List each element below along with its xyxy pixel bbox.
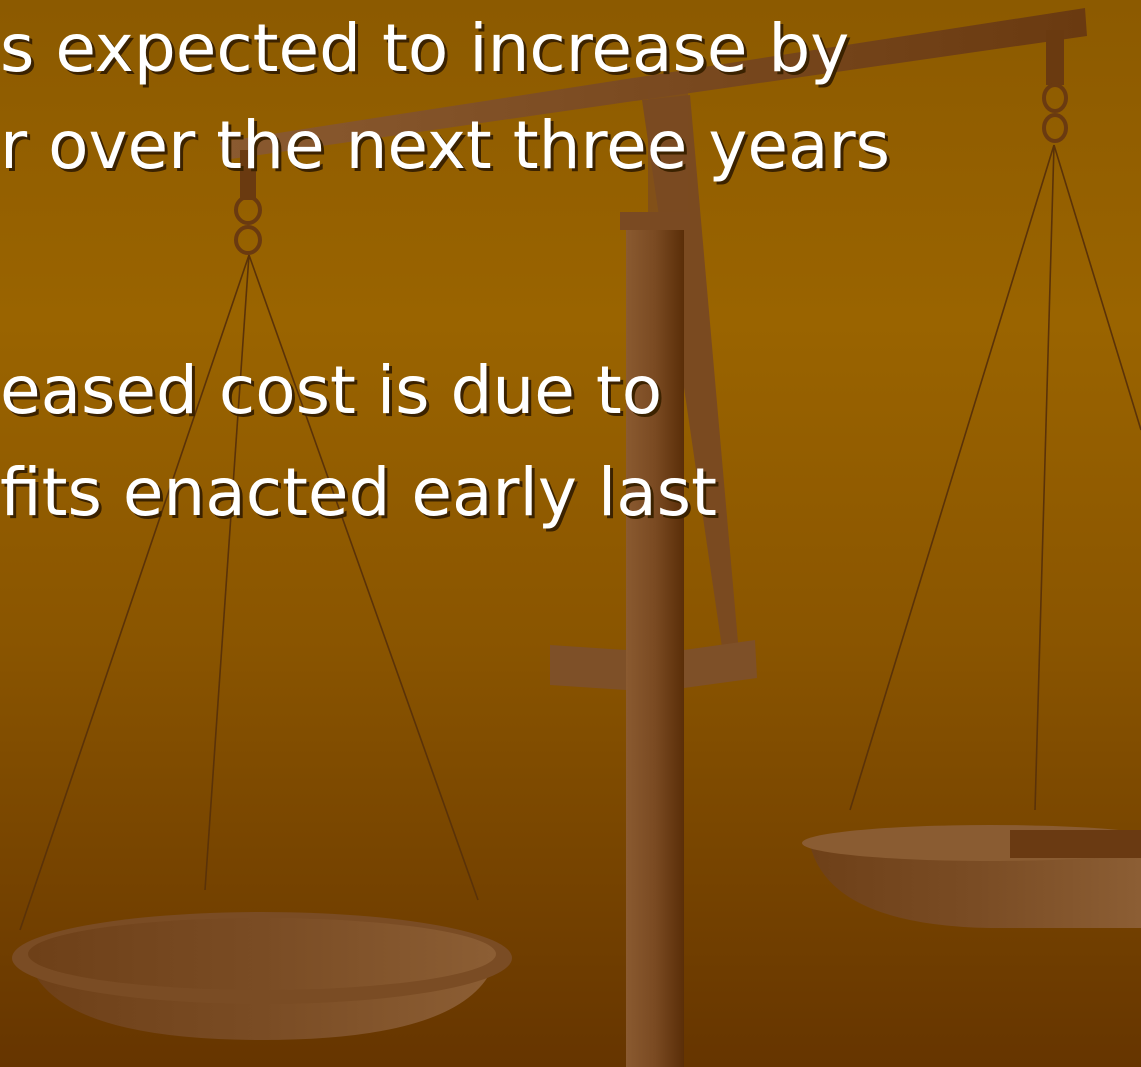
bullet-line: fits enacted early last [0, 454, 717, 531]
bullet-line: eased cost is due to [0, 352, 663, 429]
bullet-line: r over the next three years [0, 107, 890, 184]
scales-illustration [12, 8, 1141, 1067]
bullet-line: s expected to increase by [0, 10, 850, 87]
